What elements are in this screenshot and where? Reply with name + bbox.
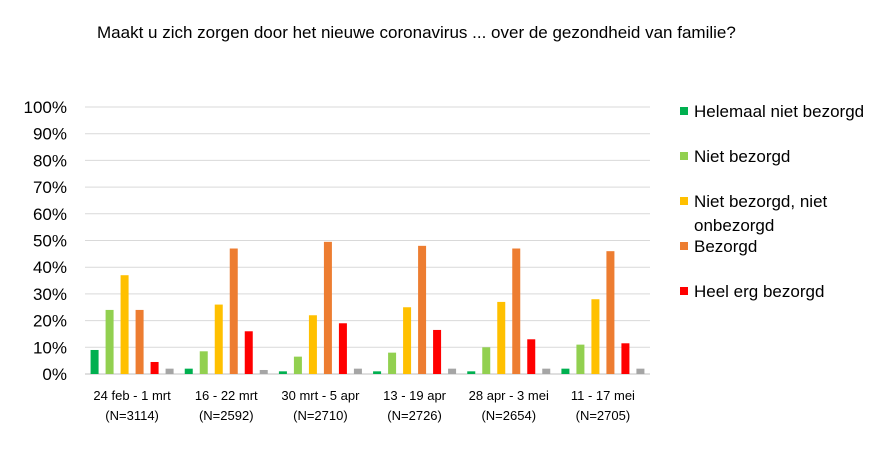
y-axis-ticks: 0% 10% 20% 30% 40% 50% 60% 70% 80% 90% 100% <box>24 98 67 384</box>
bar <box>388 352 397 374</box>
y-tick-label: 60% <box>33 205 67 224</box>
bar <box>244 331 253 374</box>
legend: Helemaal niet bezorgd Niet bezorgd Niet … <box>680 100 880 325</box>
bar <box>403 307 412 374</box>
legend-swatch <box>680 197 688 205</box>
bars <box>90 241 645 374</box>
bar <box>214 304 223 374</box>
legend-label: Niet bezorgd <box>694 147 791 166</box>
bar <box>259 369 268 374</box>
bar <box>229 248 238 374</box>
legend-item: Heel erg bezorgd <box>680 280 880 325</box>
bar <box>278 371 287 374</box>
bar <box>373 371 382 374</box>
y-tick-label: 50% <box>33 232 67 251</box>
legend-label: Bezorgd <box>694 237 758 256</box>
bar <box>606 251 615 374</box>
bar <box>512 248 521 374</box>
legend-swatch <box>680 152 688 160</box>
x-tick-label: 11 - 17 mei (N=2705) <box>571 388 635 423</box>
bar <box>184 368 193 374</box>
legend-label: Helemaal niet bezorgd <box>694 102 865 121</box>
bar <box>105 309 114 374</box>
bar <box>591 299 600 374</box>
bar <box>323 241 332 374</box>
bar <box>90 349 99 374</box>
bar <box>293 356 302 374</box>
x-tick-label: 30 mrt - 5 apr (N=2710) <box>281 388 360 423</box>
y-tick-label: 90% <box>33 125 67 144</box>
y-tick-label: 80% <box>33 151 67 170</box>
legend-swatch <box>680 242 688 250</box>
bar <box>636 368 645 374</box>
gridlines <box>85 106 650 375</box>
y-tick-label: 0% <box>42 365 67 384</box>
bar <box>120 275 129 374</box>
bar <box>338 323 347 374</box>
legend-label: Niet bezorgd, niet onbezorgd <box>694 192 828 235</box>
x-axis-ticks: 24 feb - 1 mrt (N=3114) 16 - 22 mrt (N=2592… <box>93 388 635 423</box>
bar <box>150 361 159 374</box>
x-tick-label: 13 - 19 apr (N=2726) <box>383 388 447 423</box>
legend-item: Niet bezorgd, niet onbezorgd <box>680 190 880 235</box>
bar <box>576 344 585 374</box>
y-tick-label: 100% <box>24 98 67 117</box>
legend-label: Heel erg bezorgd <box>694 282 825 301</box>
y-tick-label: 10% <box>33 338 67 357</box>
legend-swatch <box>680 287 688 295</box>
bar <box>308 315 317 374</box>
bar <box>433 329 442 374</box>
bar <box>621 343 630 374</box>
x-tick-label: 24 feb - 1 mrt (N=3114) <box>93 388 171 423</box>
bar <box>561 368 570 374</box>
bar <box>527 339 536 374</box>
y-tick-label: 70% <box>33 178 67 197</box>
legend-item: Helemaal niet bezorgd <box>680 100 880 145</box>
y-tick-label: 20% <box>33 312 67 331</box>
bar <box>199 351 208 374</box>
bar <box>418 245 427 374</box>
legend-swatch <box>680 107 688 115</box>
bar <box>448 368 457 374</box>
bar <box>542 368 551 374</box>
bar <box>467 371 476 374</box>
x-tick-label: 28 apr - 3 mei (N=2654) <box>469 388 549 423</box>
x-tick-label: 16 - 22 mrt (N=2592) <box>195 388 258 423</box>
bar <box>482 347 491 374</box>
bar <box>165 368 174 374</box>
y-tick-label: 40% <box>33 258 67 277</box>
bar <box>353 368 362 374</box>
legend-item: Bezorgd <box>680 235 880 280</box>
legend-item: Niet bezorgd <box>680 145 880 190</box>
bar <box>497 301 506 374</box>
chart-title: Maakt u zich zorgen door het nieuwe coro… <box>97 23 736 42</box>
bar <box>135 309 144 374</box>
y-tick-label: 30% <box>33 285 67 304</box>
